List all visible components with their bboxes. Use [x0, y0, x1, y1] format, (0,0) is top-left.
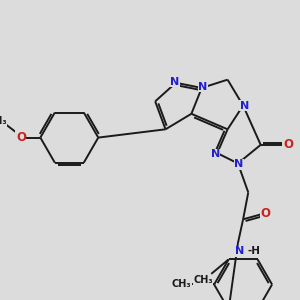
Text: O: O [261, 207, 271, 220]
Text: N: N [211, 149, 220, 159]
Text: N: N [234, 160, 244, 170]
Text: CH₃: CH₃ [0, 116, 7, 126]
Text: O: O [283, 138, 293, 151]
Text: O: O [16, 131, 26, 144]
Text: -H: -H [248, 246, 261, 256]
Text: N: N [170, 77, 179, 87]
Text: CH₃: CH₃ [193, 275, 213, 285]
Text: N: N [198, 82, 207, 92]
Text: N: N [236, 246, 244, 256]
Text: CH₃: CH₃ [171, 280, 191, 290]
Text: N: N [239, 100, 249, 110]
